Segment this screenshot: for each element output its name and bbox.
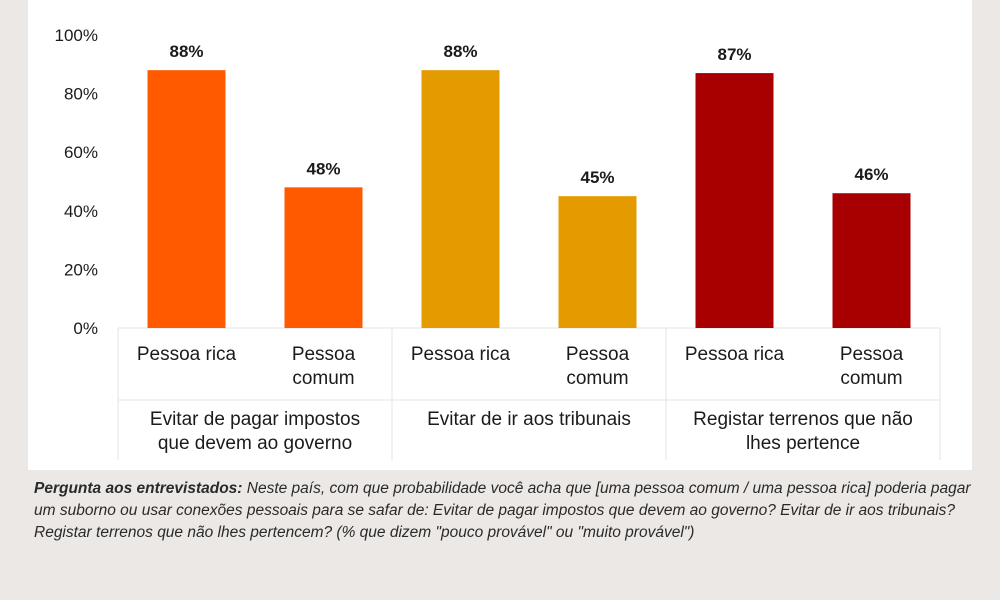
chart-card: 0% 20% 40% 60% 80% 100% 88% Pessoa rica 48% Pesso… <box>28 0 972 470</box>
bar <box>695 73 774 328</box>
bar-value-label: 45% <box>580 168 614 187</box>
bar <box>147 70 226 328</box>
bar <box>421 70 500 328</box>
category-label: Pessoa <box>566 344 630 365</box>
y-tick-label: 0% <box>73 319 98 338</box>
y-tick-label: 100% <box>55 26 98 45</box>
bar <box>832 193 911 328</box>
bar-chart: 0% 20% 40% 60% 80% 100% 88% Pessoa rica 48% Pesso… <box>55 26 941 460</box>
category-label: comum <box>566 368 628 389</box>
category-label: Pessoa <box>840 344 904 365</box>
y-tick-label: 20% <box>64 260 98 279</box>
bar <box>284 187 363 328</box>
y-tick-label: 80% <box>64 85 98 104</box>
category-label: Pessoa rica <box>685 344 785 365</box>
category-label: Pessoa rica <box>411 344 511 365</box>
bar-value-label: 87% <box>717 45 751 64</box>
category-label: comum <box>292 368 354 389</box>
group-label: Evitar de pagar impostos <box>150 409 360 430</box>
bar <box>558 196 637 328</box>
category-label: Pessoa rica <box>137 344 237 365</box>
footnote: Pergunta aos entrevistados: Neste país, … <box>34 478 974 544</box>
group-label: Registar terrenos que não <box>693 409 913 430</box>
y-tick-label: 60% <box>64 143 98 162</box>
bar-value-label: 48% <box>306 159 340 178</box>
bar-value-label: 46% <box>854 165 888 184</box>
group-label: Evitar de ir aos tribunais <box>427 409 631 430</box>
footnote-text: Neste país, com que probabilidade você a… <box>34 480 971 541</box>
group-label: lhes pertence <box>746 433 860 454</box>
group-label: que devem ao governo <box>158 433 352 454</box>
category-label: Pessoa <box>292 344 356 365</box>
y-tick-label: 40% <box>64 202 98 221</box>
category-label: comum <box>840 368 902 389</box>
bar-value-label: 88% <box>443 42 477 61</box>
bar-value-label: 88% <box>169 42 203 61</box>
footnote-lead: Pergunta aos entrevistados: <box>34 480 243 497</box>
